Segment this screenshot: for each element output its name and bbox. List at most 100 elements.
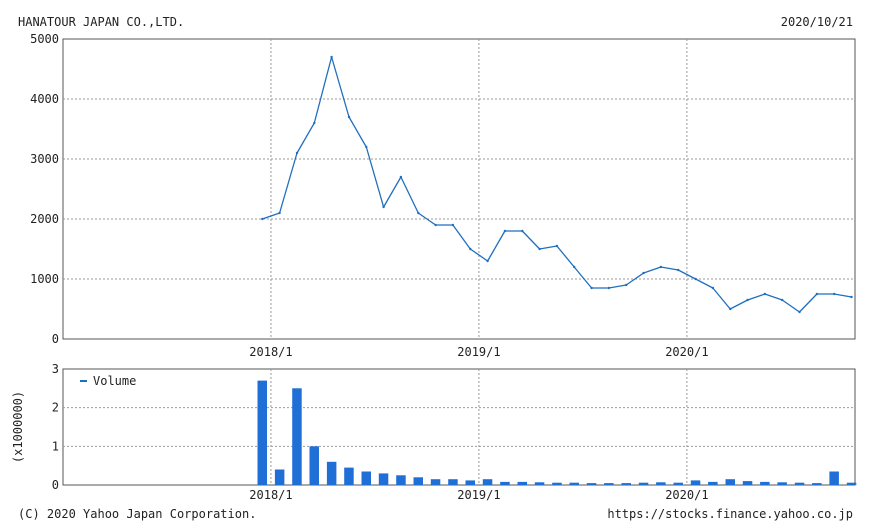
price-point — [521, 229, 524, 233]
volume-bar — [517, 481, 527, 485]
price-y-axis: 0 1000 2000 3000 4000 5000 — [30, 32, 59, 346]
volume-bar — [656, 482, 666, 485]
volume-bar — [725, 479, 735, 485]
price-point — [642, 271, 645, 275]
volume-bar — [552, 482, 562, 485]
volume-bar — [604, 483, 614, 485]
price-point — [278, 211, 281, 215]
legend-volume-label: Volume — [93, 374, 136, 388]
volume-bar — [638, 482, 649, 485]
price-point — [486, 259, 489, 263]
volume-bars — [257, 380, 857, 485]
price-point — [295, 151, 299, 155]
price-point — [573, 265, 576, 269]
price-point — [313, 121, 316, 125]
price-x-tick-label: 2019/1 — [457, 345, 500, 359]
price-y-tick-label: 0 — [52, 332, 59, 346]
volume-bar — [829, 471, 839, 485]
volume-bar — [569, 482, 579, 485]
volume-bar — [794, 482, 805, 485]
volume-bar — [465, 480, 475, 485]
volume-y-tick-label: 1 — [52, 439, 59, 453]
price-point — [347, 115, 351, 119]
volume-bar — [448, 479, 458, 485]
footer-url[interactable]: https://stocks.finance.yahoo.co.jp — [607, 507, 853, 521]
price-point — [330, 55, 333, 59]
volume-legend: Volume — [80, 374, 136, 388]
price-line — [262, 56, 852, 313]
volume-bar — [846, 482, 857, 485]
volume-bar — [326, 461, 337, 485]
volume-y-tick-label: 0 — [52, 478, 59, 492]
volume-panel-frame — [62, 368, 856, 486]
price-series — [261, 55, 853, 314]
price-point — [746, 298, 749, 302]
volume-bar — [690, 480, 701, 485]
volume-bar — [812, 483, 822, 485]
price-point — [434, 223, 437, 227]
price-point — [451, 223, 455, 227]
price-x-tick-label: 2018/1 — [249, 345, 292, 359]
price-point — [417, 211, 420, 215]
price-point — [815, 292, 819, 296]
chart-date: 2020/10/21 — [781, 15, 853, 29]
volume-y-tick-label: 3 — [52, 362, 59, 376]
price-y-tick-label: 4000 — [30, 92, 59, 106]
price-point — [590, 286, 593, 290]
volume-bar — [274, 469, 285, 485]
volume-bar — [257, 380, 267, 485]
volume-bar — [430, 479, 441, 485]
volume-bar — [292, 388, 302, 485]
price-point — [382, 205, 385, 209]
volume-y-axis: 0 1 2 3 — [52, 362, 59, 492]
volume-x-axis: 2018/1 2019/1 2020/1 — [249, 488, 708, 502]
volume-grid — [63, 369, 855, 485]
price-point — [850, 295, 853, 299]
volume-bar — [344, 467, 354, 485]
volume-bar — [396, 475, 406, 485]
volume-bar — [361, 471, 371, 485]
volume-x-tick-label: 2020/1 — [665, 488, 708, 502]
price-point — [555, 244, 559, 248]
volume-bar — [413, 477, 423, 485]
volume-y-axis-label: (x1000000) — [11, 391, 25, 463]
price-grid — [63, 39, 855, 339]
price-point — [711, 286, 715, 290]
price-point — [781, 298, 784, 302]
price-point — [503, 229, 507, 233]
price-point — [659, 265, 663, 269]
price-point — [625, 283, 628, 287]
price-point — [677, 268, 680, 272]
volume-bar — [500, 481, 510, 485]
price-point — [538, 247, 541, 251]
volume-bar — [378, 473, 389, 485]
price-point — [399, 175, 403, 179]
volume-bar — [760, 481, 770, 485]
price-point — [763, 292, 767, 296]
price-point — [365, 145, 368, 149]
price-x-tick-label: 2020/1 — [665, 345, 708, 359]
price-point — [469, 247, 472, 251]
volume-y-tick-label: 2 — [52, 401, 59, 415]
volume-x-tick-label: 2018/1 — [249, 488, 292, 502]
price-point — [261, 217, 264, 221]
volume-bar — [742, 481, 753, 485]
price-y-tick-label: 3000 — [30, 152, 59, 166]
price-point — [694, 277, 697, 281]
price-point — [607, 286, 611, 290]
price-y-tick-label: 1000 — [30, 272, 59, 286]
price-x-axis: 2018/1 2019/1 2020/1 — [249, 345, 708, 359]
volume-bar — [534, 482, 545, 485]
price-y-tick-label: 5000 — [30, 32, 59, 46]
volume-bar — [777, 482, 787, 485]
price-y-tick-label: 2000 — [30, 212, 59, 226]
volume-bar — [482, 479, 493, 485]
price-point — [798, 310, 801, 314]
volume-x-tick-label: 2019/1 — [457, 488, 500, 502]
volume-bar — [708, 481, 718, 485]
volume-bar — [586, 483, 597, 485]
volume-bar — [621, 483, 631, 485]
company-title: HANATOUR JAPAN CO.,LTD. — [18, 15, 184, 29]
